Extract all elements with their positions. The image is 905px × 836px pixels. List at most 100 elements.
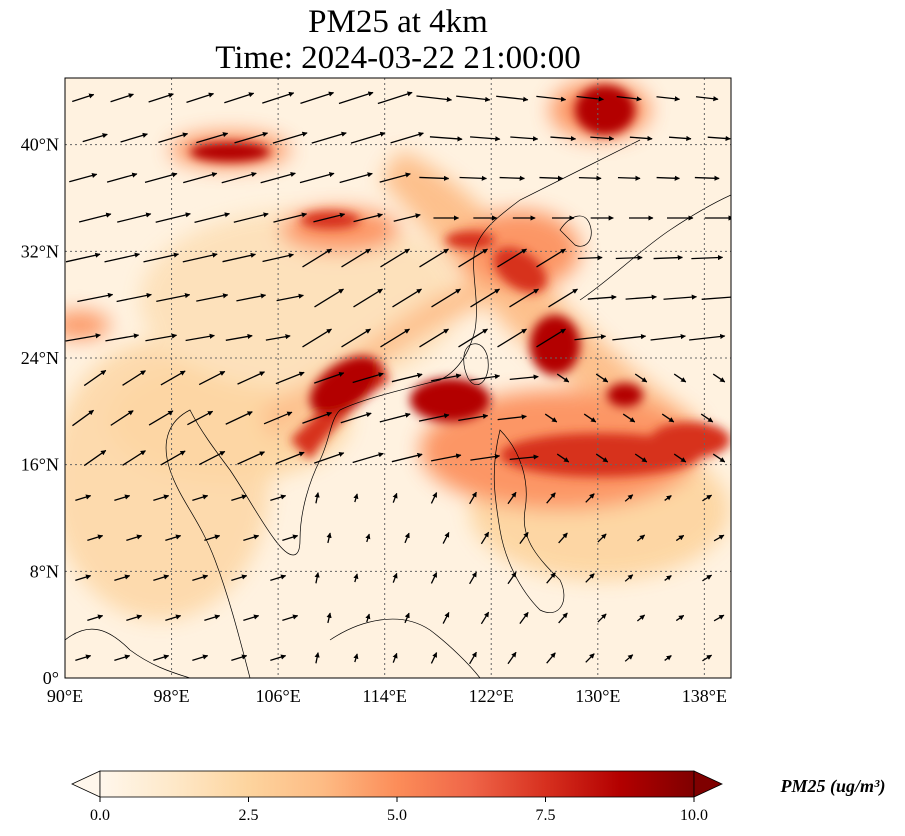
wind-arrow [126, 534, 143, 541]
wind-arrow [300, 91, 335, 104]
wind-arrow [634, 453, 648, 463]
wind-arrow [204, 614, 221, 621]
wind-arrow [350, 131, 386, 144]
lat-tick-label: 24°N [21, 348, 59, 368]
wind-arrow [392, 572, 398, 583]
wind-arrow [233, 212, 269, 223]
wind-arrow [262, 253, 294, 263]
wind-arrow [556, 373, 570, 383]
wind-arrow [617, 175, 641, 181]
wind-arrow [700, 413, 714, 423]
wind-arrow [198, 370, 226, 386]
wind-arrow [234, 131, 269, 144]
wind-arrow [668, 135, 692, 142]
wind-arrow [546, 572, 556, 584]
wind-arrow [694, 175, 720, 181]
wind-arrow [661, 413, 675, 423]
wind-arrow [231, 654, 248, 661]
wind-arrow [339, 172, 373, 184]
wind-arrow [497, 248, 527, 268]
wind-arrow [456, 95, 491, 102]
wind-arrow [625, 294, 657, 300]
wind-arrow [153, 654, 170, 661]
wind-arrow [536, 328, 566, 348]
wind-arrow [587, 294, 617, 300]
wind-arrow [510, 136, 539, 142]
wind-arrow [314, 371, 345, 384]
wind-arrow [583, 413, 597, 423]
wind-arrow [416, 95, 453, 103]
wind-arrow [496, 95, 529, 102]
wind-arrow [340, 412, 372, 424]
wind-arrow [314, 572, 320, 584]
wind-arrow [392, 492, 398, 503]
wind-arrow [430, 492, 438, 504]
lat-tick-label: 16°N [21, 455, 59, 475]
wind-arrow [75, 494, 92, 501]
wind-arrow [221, 172, 257, 184]
wind-arrow [117, 212, 152, 223]
colorbar-gradient [99, 770, 695, 798]
wind-arrow [469, 651, 477, 665]
wind-arrow [379, 172, 411, 183]
wind-arrow [326, 612, 332, 624]
lat-tick-label: 32°N [21, 241, 59, 261]
wind-arrow [77, 292, 114, 303]
wind-arrow [585, 653, 595, 663]
wind-arrow [243, 534, 260, 541]
wind-arrow [144, 172, 178, 183]
wind-arrow [578, 175, 602, 181]
wind-arrow [243, 614, 260, 621]
wind-arrow [470, 288, 500, 308]
wind-arrow [78, 212, 112, 223]
wind-arrow [558, 532, 568, 544]
colorbar-tick-label: 10.0 [680, 807, 708, 824]
wind-arrow [380, 328, 410, 348]
wind-arrow [165, 534, 182, 541]
wind-arrow [82, 133, 108, 143]
wind-arrow [713, 534, 725, 542]
sumatra-coast [65, 628, 191, 678]
wind-arrow [282, 534, 299, 541]
wind-arrow [546, 652, 556, 664]
wind-arrow [105, 333, 140, 342]
wind-arrow [379, 412, 411, 423]
wind-arrow [431, 453, 462, 462]
wind-arrow [83, 369, 107, 387]
wind-arrow [153, 494, 170, 501]
wind-arrow [616, 95, 642, 102]
wind-arrow [231, 574, 248, 581]
wind-arrow [404, 612, 410, 624]
wind-arrow [262, 91, 295, 104]
wind-arrow [634, 373, 648, 383]
wind-arrow [114, 494, 131, 501]
wind-arrow [419, 175, 450, 181]
wind-arrow [470, 453, 501, 461]
colorbar-tick-label: 5.0 [387, 807, 407, 824]
wind-arrow [470, 373, 501, 381]
wind-arrow [104, 252, 140, 263]
wind-arrow [459, 175, 487, 181]
wind-arrow [365, 613, 371, 623]
wind-arrow [546, 492, 556, 504]
wind-arrow [713, 614, 725, 622]
wind-arrow [624, 494, 634, 502]
wind-arrow [314, 652, 320, 664]
wind-arrow [353, 288, 383, 308]
wind-arrow [509, 374, 539, 381]
colorbar-tick-label: 0.0 [90, 807, 110, 824]
wind-arrow [470, 136, 501, 142]
wind-arrow [75, 654, 92, 661]
wind-arrow [673, 453, 687, 463]
wind-arrow [595, 453, 609, 463]
wind-arrow [194, 212, 230, 223]
wind-arrow [574, 334, 607, 341]
wind-arrow [272, 131, 308, 144]
wind-arrow [392, 288, 422, 308]
wind-arrow [237, 451, 265, 465]
wind-arrow [497, 328, 527, 348]
wind-arrow [65, 333, 101, 342]
lon-tick-label: 130°E [575, 686, 620, 706]
wind-arrow [263, 411, 293, 425]
wind-arrow [712, 453, 726, 463]
